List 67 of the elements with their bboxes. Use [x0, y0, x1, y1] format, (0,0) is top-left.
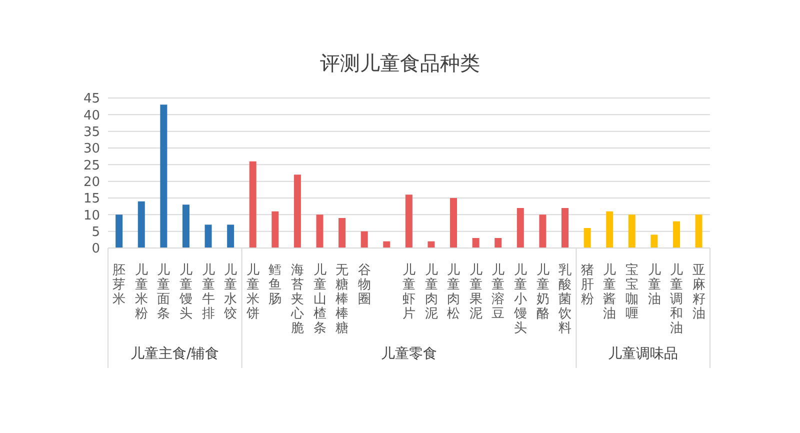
bar — [272, 211, 279, 248]
x-tick-label: 儿童牛排 — [202, 263, 215, 322]
x-tick-label: 儿童调和油 — [670, 263, 684, 336]
x-tick-label: 谷物圈 — [358, 263, 371, 307]
y-tick-label: 45 — [83, 92, 100, 107]
y-tick-label: 30 — [83, 142, 100, 157]
bar — [539, 214, 546, 248]
bar — [227, 224, 234, 248]
x-tick-label: 乳酸菌饮料 — [558, 263, 572, 336]
bar — [516, 208, 524, 248]
x-tick-label: 儿童山楂条 — [313, 263, 326, 336]
chart-title: 评测儿童食品种类 — [319, 50, 481, 77]
x-tick-label: 儿童馒头 — [178, 263, 193, 322]
x-tick-label: 儿童奶酪 — [536, 263, 550, 322]
y-tick-label: 40 — [83, 108, 100, 124]
y-tick-label: 0 — [92, 242, 100, 257]
x-tick-label: 儿童油 — [648, 263, 661, 307]
y-tick-label: 15 — [83, 192, 100, 207]
text: 儿童零食 — [381, 346, 437, 362]
y-tick-label: 20 — [83, 174, 100, 190]
y-tick-label: 5 — [92, 224, 100, 240]
bar — [450, 198, 458, 248]
bar — [405, 194, 412, 248]
x-tick-label: 儿童面条 — [157, 263, 170, 322]
bar — [472, 238, 480, 248]
x-tick-label: 猪肝粉 — [580, 263, 594, 307]
bar — [360, 231, 368, 248]
bar — [182, 204, 190, 248]
bar — [316, 214, 324, 248]
bar — [338, 218, 346, 248]
x-tick-label: 儿童米粉 — [134, 263, 148, 322]
y-tick-label: 25 — [83, 158, 100, 174]
bar — [160, 104, 168, 248]
bar — [138, 201, 145, 248]
x-tick-label: 儿童肉松 — [447, 263, 460, 322]
bar — [204, 224, 212, 248]
x-tick-label: 无糖棒棒糖 — [336, 263, 349, 336]
bar — [428, 241, 435, 248]
x-tick-label: 海苔夹心脆 — [290, 263, 304, 336]
bar — [562, 208, 569, 248]
bar — [628, 214, 636, 248]
bar — [672, 221, 680, 248]
x-tick-label: 宝宝咖喱 — [625, 262, 638, 322]
x-tick-label: 亚麻籽油 — [692, 263, 706, 322]
text: 儿童调味品 — [608, 346, 678, 362]
x-tick-label: 胚芽米 — [112, 263, 126, 307]
x-tick-label: 儿童水饺 — [223, 263, 238, 322]
x-tick-label: 儿童米饼 — [245, 263, 260, 322]
bar — [606, 211, 614, 248]
x-tick-label: 儿童虾片 — [402, 263, 416, 322]
x-tick-label: 儿童肉泥 — [424, 263, 438, 322]
x-tick-label: 鳕鱼肠 — [268, 263, 282, 307]
bar — [695, 214, 702, 248]
y-tick-label: 35 — [83, 124, 100, 140]
bar — [249, 161, 256, 248]
x-tick-label: 儿童溶豆 — [492, 263, 505, 322]
bar — [494, 238, 502, 248]
bar — [650, 234, 658, 248]
bar — [116, 214, 123, 248]
x-tick-label: 儿童小馒头 — [512, 263, 527, 336]
x-tick-label: 儿童果泥 — [469, 263, 482, 322]
bar — [294, 174, 301, 248]
y-tick-label: 10 — [83, 208, 100, 224]
x-tick-label: 儿童酱油 — [603, 263, 616, 322]
bar — [383, 241, 390, 248]
bar — [584, 228, 591, 248]
text: 儿童主食/辅食 — [130, 346, 220, 362]
